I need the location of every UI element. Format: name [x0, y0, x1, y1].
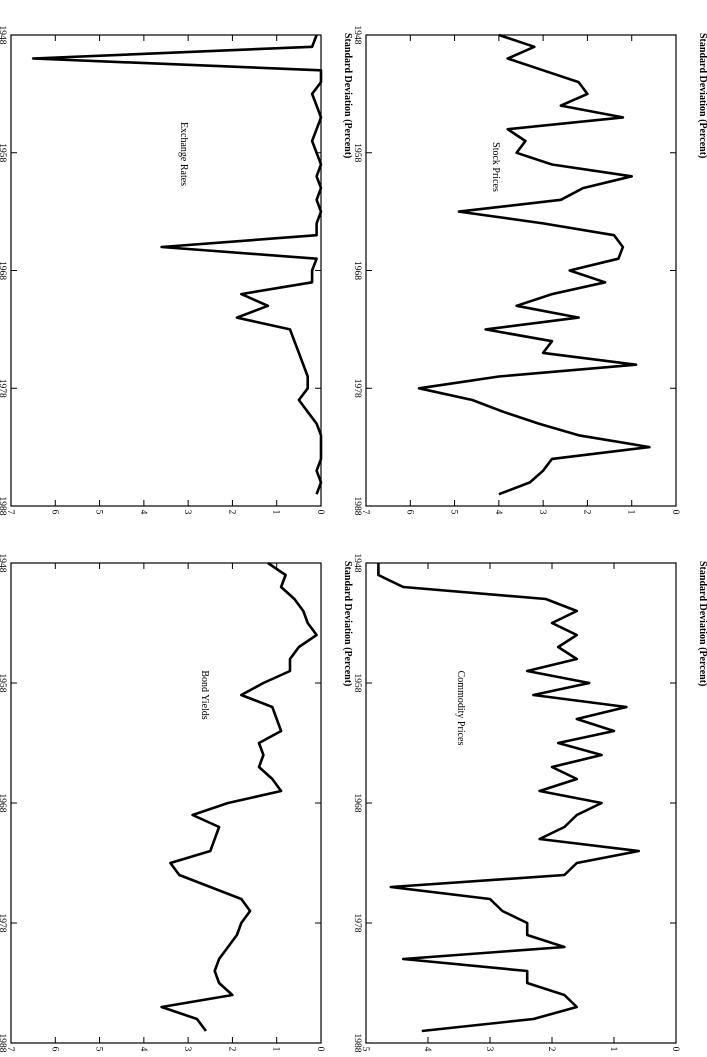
- exchange-rates-panel: Standard Deviation (Percent)012345671948…: [0, 26, 353, 516]
- x-tick-label: 1968: [0, 794, 7, 813]
- y-tick-label: 5: [94, 1047, 104, 1052]
- x-tick-label: 1958: [0, 143, 7, 162]
- series-annotation: Exchange Rates: [178, 122, 189, 186]
- y-tick-label: 1: [271, 510, 281, 515]
- x-tick-label: 1978: [352, 379, 362, 398]
- x-tick-label: 1988: [352, 497, 362, 516]
- series-line: [33, 35, 321, 494]
- x-tick-label: 1988: [0, 1034, 7, 1053]
- y-tick-label: 0: [315, 1047, 325, 1052]
- y-tick-label: 3: [484, 1047, 494, 1052]
- y-axis-label: Standard Deviation (Percent): [342, 561, 353, 686]
- x-tick-label: 1948: [0, 26, 7, 45]
- y-tick-label: 6: [49, 510, 59, 515]
- y-axis-label: Standard Deviation (Percent): [342, 33, 353, 158]
- x-tick-label: 1968: [0, 261, 7, 280]
- y-tick-label: 0: [670, 510, 680, 515]
- y-tick-label: 2: [226, 1047, 236, 1052]
- x-tick-label: 1968: [352, 261, 362, 280]
- x-tick-label: 1988: [352, 1034, 362, 1053]
- y-tick-label: 2: [546, 1047, 556, 1052]
- x-tick-label: 1948: [0, 554, 7, 573]
- y-tick-label: 1: [626, 510, 636, 515]
- y-tick-label: 4: [138, 1047, 148, 1052]
- y-axis-label: Standard Deviation (Percent): [697, 561, 707, 686]
- y-tick-label: 3: [182, 510, 192, 515]
- series-annotation: Stock Prices: [490, 142, 501, 192]
- y-tick-label: 3: [537, 510, 547, 515]
- x-tick-label: 1958: [0, 674, 7, 693]
- plot-frame: [11, 35, 321, 506]
- series-line: [162, 563, 317, 1031]
- y-tick-label: 4: [138, 510, 148, 515]
- y-tick-label: 3: [182, 1047, 192, 1052]
- y-tick-label: 1: [608, 1047, 618, 1052]
- y-tick-label: 1: [271, 1047, 281, 1052]
- series-line: [378, 563, 638, 1031]
- y-tick-label: 0: [315, 510, 325, 515]
- x-tick-label: 1968: [352, 794, 362, 813]
- x-tick-label: 1978: [0, 379, 7, 398]
- y-tick-label: 0: [670, 1047, 680, 1052]
- stock-prices-panel: Standard Deviation (Percent)012345671948…: [352, 26, 707, 516]
- y-tick-label: 4: [493, 510, 503, 515]
- series-annotation: Bond Yields: [199, 670, 210, 719]
- commodity-prices-panel: Standard Deviation (Percent)012345194819…: [352, 554, 707, 1053]
- x-tick-label: 1978: [352, 914, 362, 933]
- plot-frame: [366, 35, 676, 506]
- y-axis-label: Standard Deviation (Percent): [697, 33, 707, 158]
- y-tick-label: 2: [581, 510, 591, 515]
- y-tick-label: 4: [422, 1047, 432, 1052]
- y-tick-label: 6: [49, 1047, 59, 1052]
- x-tick-label: 1988: [0, 497, 7, 516]
- series-annotation: Commodity Prices: [455, 671, 466, 746]
- y-tick-label: 5: [449, 510, 459, 515]
- plot-frame: [11, 563, 321, 1043]
- bond-yields-panel: Standard Deviation (Percent)012345671948…: [0, 554, 353, 1053]
- series-line: [419, 35, 649, 494]
- y-tick-label: 5: [94, 510, 104, 515]
- x-tick-label: 1978: [0, 914, 7, 933]
- y-tick-label: 2: [226, 510, 236, 515]
- y-tick-label: 6: [404, 510, 414, 515]
